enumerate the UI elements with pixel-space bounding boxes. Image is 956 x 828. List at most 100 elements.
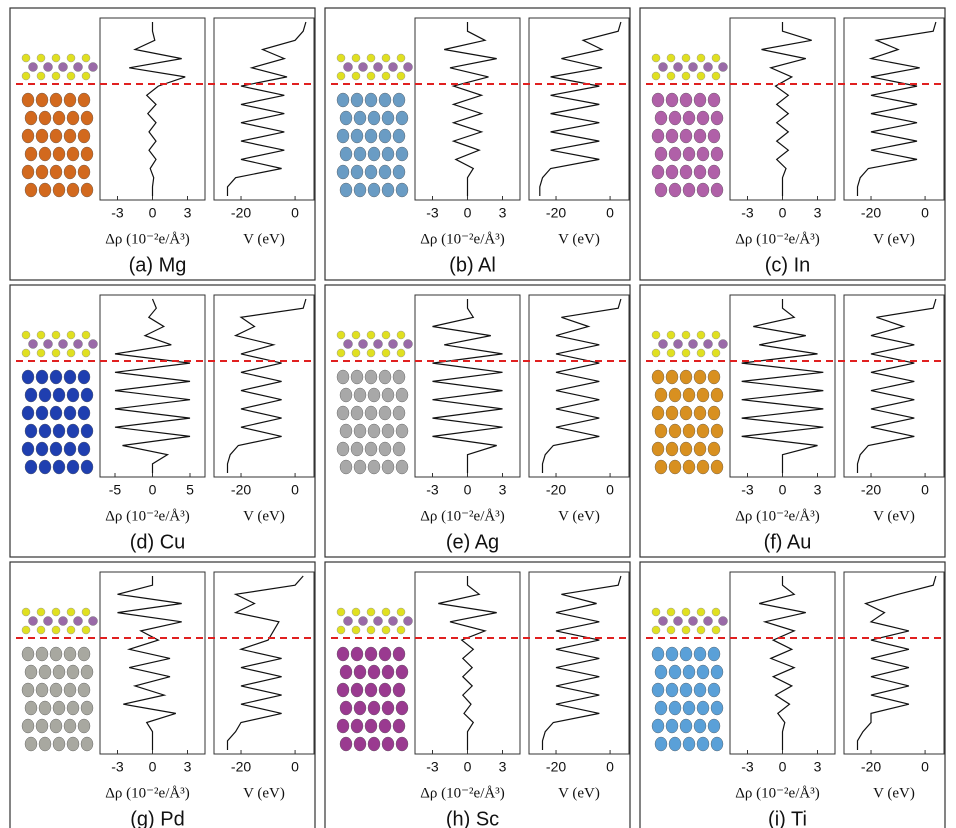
atom — [680, 93, 692, 107]
atom — [379, 93, 391, 107]
atom — [74, 617, 83, 626]
profile-line — [759, 576, 806, 750]
x-tick-label: -20 — [861, 759, 881, 775]
atom — [652, 442, 664, 456]
atom — [379, 370, 391, 384]
atom — [694, 165, 706, 179]
atom — [39, 665, 51, 679]
atom — [368, 111, 380, 125]
atom — [393, 370, 405, 384]
atom — [53, 147, 65, 161]
atom — [354, 424, 366, 438]
atom — [374, 340, 383, 349]
atom — [393, 93, 405, 107]
profile-line — [228, 22, 306, 196]
atom — [655, 183, 667, 197]
x-tick-label: 0 — [606, 759, 614, 775]
atom — [354, 183, 366, 197]
atom — [704, 617, 713, 626]
atom — [22, 72, 30, 80]
atom — [337, 72, 345, 80]
atom — [683, 460, 695, 474]
x-tick-label: -3 — [111, 205, 124, 221]
profile-line — [742, 299, 824, 473]
atom — [352, 349, 360, 357]
atom — [52, 331, 60, 339]
atom — [39, 424, 51, 438]
atom — [711, 701, 723, 715]
atom — [393, 165, 405, 179]
panel-title: (h) Sc — [446, 808, 499, 828]
atom — [652, 370, 664, 384]
atom — [683, 183, 695, 197]
atom — [337, 442, 349, 456]
atom — [22, 442, 34, 456]
profile-line — [858, 299, 936, 473]
atom — [36, 93, 48, 107]
atom — [667, 608, 675, 616]
atom — [64, 129, 76, 143]
atom — [379, 406, 391, 420]
atom — [382, 54, 390, 62]
x-tick-label: 3 — [499, 205, 507, 221]
atom — [708, 406, 720, 420]
atom — [711, 424, 723, 438]
atom — [652, 719, 664, 733]
atom — [652, 331, 660, 339]
atom — [697, 54, 705, 62]
atom — [351, 406, 363, 420]
atom — [682, 331, 690, 339]
atom — [697, 388, 709, 402]
atom — [655, 111, 667, 125]
profile-line — [444, 22, 497, 196]
atom — [354, 388, 366, 402]
x-tick-label: 3 — [184, 205, 192, 221]
atom — [22, 129, 34, 143]
atom — [64, 406, 76, 420]
atom — [708, 719, 720, 733]
x-tick-label: 3 — [814, 759, 822, 775]
atom — [682, 608, 690, 616]
atom — [694, 93, 706, 107]
atom — [712, 72, 720, 80]
atom — [81, 737, 93, 751]
atom — [368, 737, 380, 751]
atom — [697, 665, 709, 679]
panel-title: (c) In — [765, 254, 811, 276]
atom — [337, 647, 349, 661]
atom — [379, 647, 391, 661]
x-tick-label: 0 — [291, 205, 299, 221]
atom — [694, 370, 706, 384]
atom — [697, 147, 709, 161]
atom — [711, 665, 723, 679]
atom — [78, 93, 90, 107]
atom — [82, 54, 90, 62]
atom — [340, 665, 352, 679]
atom — [44, 63, 53, 72]
atom — [53, 665, 65, 679]
atom — [36, 719, 48, 733]
x-tick-label: -20 — [861, 482, 881, 498]
x-axis-label: V (eV) — [873, 785, 915, 801]
atom — [67, 54, 75, 62]
atom — [655, 665, 667, 679]
atom — [78, 647, 90, 661]
x-tick-label: 5 — [186, 482, 194, 498]
atom — [393, 683, 405, 697]
atom — [396, 388, 408, 402]
atom — [39, 388, 51, 402]
atom — [652, 626, 660, 634]
atom — [667, 54, 675, 62]
atom — [352, 608, 360, 616]
x-axis-label: Δρ (10⁻²e/Å³) — [105, 231, 189, 247]
atom — [680, 683, 692, 697]
x-axis-label: V (eV) — [558, 785, 600, 801]
atom — [655, 737, 667, 751]
atom — [711, 183, 723, 197]
atom — [694, 683, 706, 697]
atom — [29, 340, 38, 349]
atom — [64, 165, 76, 179]
atom — [64, 442, 76, 456]
atom — [708, 442, 720, 456]
atom — [708, 647, 720, 661]
